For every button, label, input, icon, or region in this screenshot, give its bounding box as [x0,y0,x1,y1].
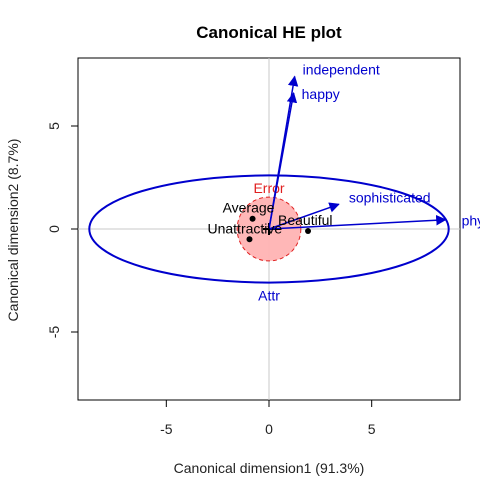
x-tick-label-0: 0 [265,421,273,437]
x-tick-label--5: -5 [160,421,173,437]
y-tick-label-5: 5 [46,122,62,130]
vector-label-independent: independent [303,62,380,78]
y-tick-label-0: 0 [46,225,62,233]
ellipse-label-attr: Attr [258,288,280,304]
ellipse-label-error: Error [253,180,284,196]
y-tick-label--5: -5 [46,326,62,339]
point-label-beautiful: Beautiful [278,212,332,228]
vector-phy [268,214,447,230]
vector-label-sophisticated: sophisticated [349,189,431,205]
vector-label-phy: phy [462,213,480,229]
point-beautiful [305,228,312,235]
point-label-average: Average [223,200,275,216]
point-average [249,215,256,222]
ellipse-attr [88,174,450,284]
vector-label-happy: happy [302,86,340,102]
vector-happy [268,91,298,230]
vector-sophisticated [268,202,340,230]
y-axis-label: Canonical dimension2 (8.7%) [5,139,21,322]
point-label-unattractive: Unattractive [207,220,282,236]
point-unattractive [246,236,253,243]
x-tick-label-5: 5 [368,421,376,437]
chart-title: Canonical HE plot [196,23,342,42]
x-axis-label: Canonical dimension1 (91.3%) [174,460,365,476]
